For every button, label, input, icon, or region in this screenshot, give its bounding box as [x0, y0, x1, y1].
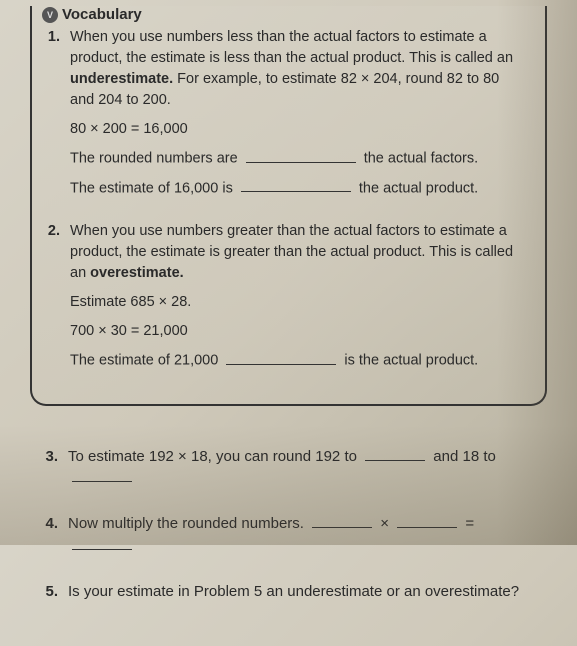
- q2-bold: overestimate.: [90, 265, 184, 281]
- q5-text: Is your estimate in Problem 5 an underes…: [68, 583, 519, 600]
- q4-times: ×: [380, 515, 389, 532]
- q2-line4b: is the actual product.: [344, 353, 478, 369]
- outer-questions: 3. To estimate 192 × 18, you can round 1…: [30, 406, 547, 603]
- q2-line3: 700 × 30 = 21,000: [70, 321, 527, 342]
- q1-bold: underestimate.: [70, 71, 173, 87]
- q1-paragraph: When you use numbers less than the actua…: [70, 27, 527, 111]
- question-body: When you use numbers greater than the ac…: [70, 221, 527, 380]
- question-number: 4.: [40, 513, 58, 557]
- blank-input[interactable]: [226, 350, 336, 365]
- blank-input[interactable]: [241, 178, 351, 193]
- q1-line4b: the actual product.: [359, 180, 478, 196]
- question-4: 4. Now multiply the rounded numbers. × =: [40, 513, 537, 557]
- blank-input[interactable]: [365, 446, 425, 461]
- question-number: 1.: [42, 27, 60, 207]
- q1-line2: 80 × 200 = 16,000: [70, 119, 527, 140]
- q2-line2: Estimate 685 × 28.: [70, 292, 527, 313]
- question-body: To estimate 192 × 18, you can round 192 …: [68, 446, 537, 490]
- q2-line4a: The estimate of 21,000: [70, 353, 218, 369]
- question-body: Is your estimate in Problem 5 an underes…: [68, 581, 537, 603]
- q1-line3: The rounded numbers are the actual facto…: [70, 148, 527, 170]
- question-body: Now multiply the rounded numbers. × =: [68, 513, 537, 557]
- question-number: 5.: [40, 581, 58, 603]
- question-1: 1. When you use numbers less than the ac…: [42, 27, 527, 207]
- q2-line4: The estimate of 21,000 is the actual pro…: [70, 350, 527, 372]
- blank-input[interactable]: [312, 513, 372, 528]
- q3-text-b: and 18 to: [433, 448, 496, 465]
- vocab-header: V Vocabulary: [42, 6, 527, 23]
- q1-line3a: The rounded numbers are: [70, 151, 238, 167]
- q1-text-a: When you use numbers less than the actua…: [70, 29, 513, 66]
- blank-input[interactable]: [246, 148, 356, 163]
- question-number: 2.: [42, 221, 60, 380]
- q4-text-a: Now multiply the rounded numbers.: [68, 515, 304, 532]
- q2-paragraph: When you use numbers greater than the ac…: [70, 221, 527, 284]
- question-3: 3. To estimate 192 × 18, you can round 1…: [40, 446, 537, 490]
- q4-eq: =: [465, 515, 474, 532]
- vocabulary-box: V Vocabulary 1. When you use numbers les…: [30, 6, 547, 406]
- question-number: 3.: [40, 446, 58, 490]
- vocab-title: Vocabulary: [62, 6, 142, 23]
- q3-text-a: To estimate 192 × 18, you can round 192 …: [68, 448, 357, 465]
- question-body: When you use numbers less than the actua…: [70, 27, 527, 207]
- vocab-icon: V: [42, 7, 58, 23]
- blank-input[interactable]: [397, 513, 457, 528]
- question-5: 5. Is your estimate in Problem 5 an unde…: [40, 581, 537, 603]
- q1-line4: The estimate of 16,000 is the actual pro…: [70, 178, 527, 200]
- question-2: 2. When you use numbers greater than the…: [42, 221, 527, 380]
- blank-input[interactable]: [72, 467, 132, 482]
- blank-input[interactable]: [72, 535, 132, 550]
- q1-line4a: The estimate of 16,000 is: [70, 180, 233, 196]
- q1-line3b: the actual factors.: [364, 151, 478, 167]
